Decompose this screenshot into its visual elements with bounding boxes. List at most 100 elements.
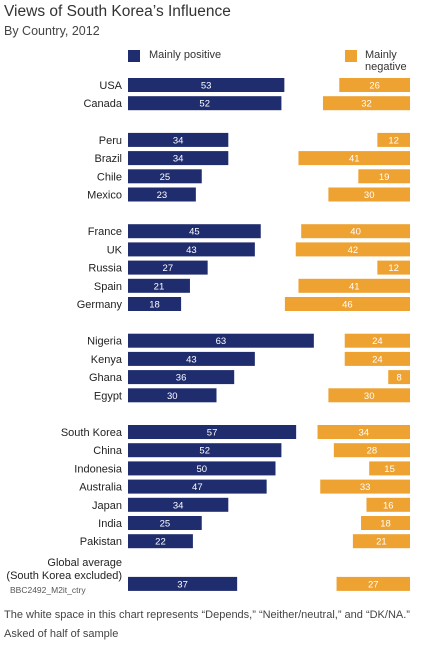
country-label: Egypt [94, 390, 122, 402]
positive-value-label: 43 [186, 354, 197, 365]
negative-bar [322, 96, 410, 111]
positive-value-label: 37 [177, 579, 188, 590]
country-label: Germany [77, 299, 123, 311]
country-label: Canada [83, 98, 122, 110]
positive-value-label: 25 [160, 172, 171, 183]
legend-swatch-positive [128, 50, 140, 62]
positive-bar [128, 278, 190, 293]
negative-bar [298, 151, 410, 166]
positive-bar [128, 297, 182, 311]
country-label: Spain [94, 281, 122, 293]
positive-bar [128, 78, 285, 92]
negative-value-label: 19 [379, 172, 390, 183]
negative-bar [339, 78, 410, 92]
positive-value-label: 34 [173, 500, 184, 511]
negative-bar [377, 260, 410, 275]
country-label: Brazil [94, 153, 122, 165]
positive-value-label: 47 [192, 482, 203, 493]
positive-bar [128, 443, 282, 458]
positive-value-label: 63 [216, 336, 227, 347]
positive-value-label: 30 [167, 391, 178, 402]
positive-bar [128, 333, 314, 348]
negative-bar [317, 425, 410, 439]
country-label: Mexico [87, 190, 122, 202]
positive-bar [128, 534, 193, 549]
negative-value-label: 40 [350, 227, 361, 238]
negative-value-label: 18 [380, 519, 391, 530]
positive-value-label: 22 [155, 537, 166, 548]
positive-bar [128, 425, 297, 439]
negative-value-label: 34 [358, 428, 369, 439]
positive-value-label: 52 [199, 99, 210, 110]
country-label: China [93, 445, 123, 457]
negative-bar [328, 187, 410, 202]
negative-value-label: 21 [376, 537, 387, 548]
positive-bar [128, 187, 196, 202]
country-label: Indonesia [74, 463, 123, 475]
country-label: Russia [88, 263, 123, 275]
positive-bar [128, 576, 238, 591]
negative-value-label: 46 [342, 300, 353, 311]
positive-value-label: 25 [160, 519, 171, 530]
negative-bar [344, 333, 410, 348]
note-text: The white space in this chart represents… [4, 609, 410, 621]
positive-value-label: 50 [196, 464, 207, 475]
negative-value-label: 41 [349, 154, 360, 165]
positive-value-label: 34 [173, 154, 184, 165]
negative-value-label: 28 [367, 446, 378, 457]
positive-value-label: 52 [199, 446, 210, 457]
positive-bar [128, 169, 202, 184]
legend-label-negative: Mainly negative [365, 49, 407, 73]
source-code: BBC2492_M2it_ctry [10, 585, 86, 595]
positive-value-label: 53 [201, 81, 212, 92]
positive-bar [128, 516, 202, 530]
negative-bar [320, 479, 410, 494]
positive-value-label: 36 [176, 373, 187, 384]
positive-bar [128, 351, 255, 366]
country-label: France [88, 226, 122, 238]
negative-bar [369, 461, 410, 476]
country-label: Chile [97, 171, 122, 183]
positive-bar [128, 132, 229, 147]
negative-bar [284, 297, 410, 311]
country-label: Peru [99, 135, 122, 147]
negative-bar [358, 169, 410, 184]
negative-value-label: 26 [369, 81, 380, 92]
positive-bar [128, 479, 267, 494]
negative-value-label: 12 [388, 263, 399, 274]
negative-bar [301, 224, 410, 239]
chart-title: Views of South Korea’s Influence [4, 3, 231, 20]
negative-value-label: 16 [383, 500, 394, 511]
positive-bar [128, 242, 255, 257]
legend-swatch-negative [345, 50, 357, 62]
negative-value-label: 30 [364, 391, 375, 402]
country-label: Nigeria [87, 336, 123, 348]
positive-bar [128, 151, 229, 166]
negative-bar [336, 576, 410, 591]
negative-value-label: 24 [372, 354, 383, 365]
country-label: Australia [79, 482, 123, 494]
country-label: USA [99, 80, 122, 92]
country-label: Global average (South Korea excluded) [6, 557, 122, 582]
negative-bar [366, 497, 410, 512]
negative-bar [377, 132, 410, 147]
positive-value-label: 45 [189, 227, 200, 238]
negative-value-label: 27 [368, 579, 379, 590]
negative-bar [328, 388, 410, 403]
country-label: Ghana [89, 372, 123, 384]
negative-value-label: 24 [372, 336, 383, 347]
negative-value-label: 8 [396, 373, 401, 384]
negative-value-label: 12 [388, 135, 399, 146]
negative-bar [333, 443, 410, 458]
positive-value-label: 18 [149, 300, 160, 311]
positive-bar [128, 497, 229, 512]
positive-bar [128, 461, 276, 476]
note-sample: Asked of half of sample [4, 628, 119, 640]
positive-value-label: 21 [154, 281, 165, 292]
negative-bar [298, 278, 410, 293]
negative-bar [388, 370, 410, 385]
negative-value-label: 30 [364, 190, 375, 201]
positive-value-label: 27 [163, 263, 174, 274]
positive-bar [128, 96, 282, 111]
